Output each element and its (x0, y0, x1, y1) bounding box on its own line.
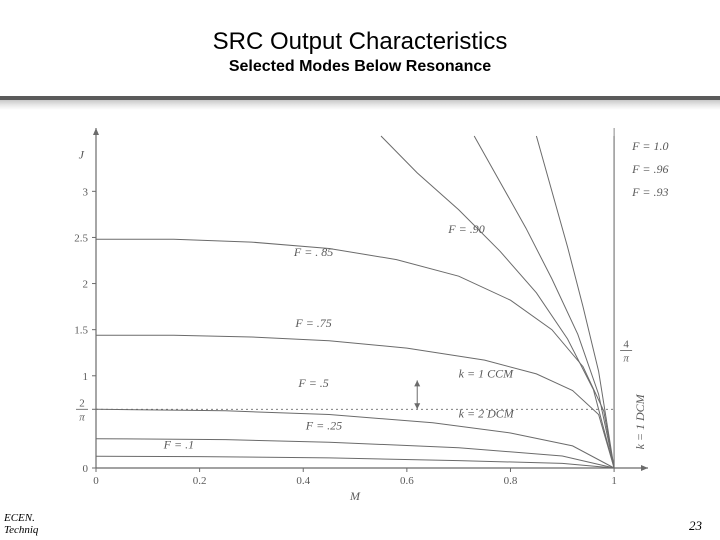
svg-text:F = .96: F = .96 (631, 162, 668, 176)
svg-text:F = . 85: F = . 85 (293, 245, 333, 259)
slide: SRC Output Characteristics Selected Mode… (0, 0, 720, 540)
svg-text:0: 0 (93, 475, 99, 487)
svg-text:k = 1 CCM: k = 1 CCM (459, 367, 514, 381)
footer-left-line1: ECEN. (4, 512, 35, 524)
svg-text:2: 2 (83, 279, 89, 291)
svg-text:F = .1: F = .1 (163, 438, 194, 452)
svg-text:k = 2 DCM: k = 2 DCM (459, 406, 515, 420)
svg-text:F = .25: F = .25 (305, 418, 342, 432)
svg-text:1: 1 (611, 475, 617, 487)
svg-text:k = 1 DCM: k = 1 DCM (633, 393, 647, 449)
svg-text:3: 3 (83, 186, 89, 198)
svg-text:0.6: 0.6 (400, 475, 414, 487)
svg-text:F = 1.0: F = 1.0 (631, 139, 668, 153)
chart-svg: 0 0.2 0.4 0.6 0.8 1 0 1 1.5 2 2.5 3 2 π J 4 π F = 1.0 F = … (40, 118, 688, 508)
footer-left: ECEN. Techniq (4, 512, 38, 536)
svg-text:π: π (79, 411, 85, 423)
footer-left-line2: Techniq (4, 524, 38, 536)
svg-text:4: 4 (623, 339, 629, 351)
svg-text:2.5: 2.5 (74, 232, 88, 244)
page-subtitle: Selected Modes Below Resonance (0, 58, 720, 76)
svg-text:F = .75: F = .75 (294, 316, 331, 330)
svg-text:M: M (349, 489, 361, 503)
svg-text:F = .90: F = .90 (447, 222, 484, 236)
svg-text:0.4: 0.4 (296, 475, 310, 487)
chart: 0 0.2 0.4 0.6 0.8 1 0 1 1.5 2 2.5 3 2 π J 4 π F = 1.0 F = … (40, 118, 688, 508)
svg-text:J: J (79, 147, 85, 161)
svg-text:0.2: 0.2 (193, 475, 207, 487)
svg-text:0.8: 0.8 (504, 475, 518, 487)
svg-text:F = .93: F = .93 (631, 185, 668, 199)
svg-text:1.5: 1.5 (74, 325, 88, 337)
page-number: 23 (689, 518, 702, 534)
svg-text:F = .5: F = .5 (297, 376, 328, 390)
rule-gradient (0, 100, 720, 110)
page-title: SRC Output Characteristics (0, 28, 720, 56)
svg-text:0: 0 (83, 463, 89, 475)
svg-text:π: π (623, 353, 629, 365)
svg-text:1: 1 (83, 371, 89, 383)
svg-text:2: 2 (79, 397, 85, 409)
